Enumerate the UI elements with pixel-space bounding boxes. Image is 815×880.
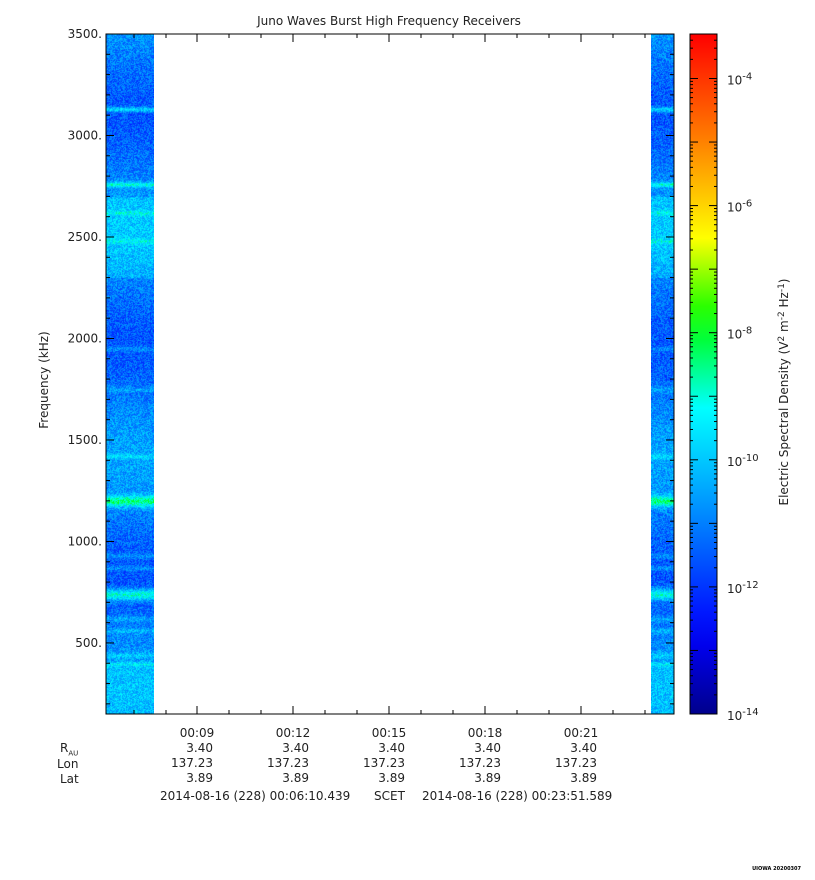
colorbar	[689, 33, 718, 715]
time-range-frame: SCET	[374, 789, 405, 803]
time-range-end: 2014-08-16 (228) 00:23:51.589	[422, 789, 613, 803]
ephem-r-value: 3.40	[186, 741, 213, 755]
institution-stamp: UIOWA 20200307	[752, 866, 801, 872]
ephem-r-value: 3.40	[474, 741, 501, 755]
ephem-lon-value: 137.23	[555, 756, 597, 770]
plot-area	[106, 34, 674, 714]
ephem-r-value: 3.40	[378, 741, 405, 755]
y-tick-label: 2500.	[68, 230, 102, 244]
ephem-lon-value: 137.23	[459, 756, 501, 770]
y-tick-label: 3000.	[68, 128, 102, 142]
ephem-label-r: RAU	[60, 741, 79, 758]
y-axis-label: Frequency (kHz)	[37, 331, 51, 428]
ephem-lat-value: 3.89	[570, 771, 597, 785]
ephem-lat-value: 3.89	[186, 771, 213, 785]
x-tick-label: 00:18	[468, 726, 503, 740]
colorbar-tick-label: 10-8	[727, 326, 752, 342]
ephem-label-lon: Lon	[57, 757, 79, 771]
chart-title: Juno Waves Burst High Frequency Receiver…	[256, 14, 521, 28]
time-range-start: 2014-08-16 (228) 00:06:10.439	[160, 789, 351, 803]
x-tick-label: 00:15	[372, 726, 407, 740]
y-tick-label: 1500.	[68, 433, 102, 447]
y-tick-label: 1000.	[68, 534, 102, 548]
y-tick-label: 500.	[75, 636, 102, 650]
ephem-r-value: 3.40	[570, 741, 597, 755]
x-tick-label: 00:12	[276, 726, 311, 740]
ephem-label-lat: Lat	[60, 772, 79, 786]
ephem-lat-value: 3.89	[378, 771, 405, 785]
spectrogram-block-start	[106, 34, 154, 714]
colorbar-tick-label: 10-10	[727, 453, 759, 469]
ephem-lon-value: 137.23	[363, 756, 405, 770]
colorbar-tick-label: 10-12	[727, 580, 759, 596]
colorbar-tick-label: 10-6	[727, 199, 752, 215]
y-tick-label: 2000.	[68, 331, 102, 345]
colorbar-label: Electric Spectral Density (V2 m-2 Hz-1)	[777, 278, 791, 505]
ephem-lat-value: 3.89	[474, 771, 501, 785]
ephem-lon-value: 137.23	[171, 756, 213, 770]
colorbar-tick-label: 10-14	[727, 707, 759, 723]
spectrogram-block-end	[651, 34, 674, 714]
y-tick-label: 3500.	[68, 27, 102, 41]
colorbar-tick-label: 10-4	[727, 71, 752, 87]
ephem-r-value: 3.40	[282, 741, 309, 755]
plot-frame	[105, 33, 675, 715]
ephem-lon-value: 137.23	[267, 756, 309, 770]
x-tick-label: 00:21	[564, 726, 599, 740]
x-tick-label: 00:09	[180, 726, 215, 740]
ephem-lat-value: 3.89	[282, 771, 309, 785]
